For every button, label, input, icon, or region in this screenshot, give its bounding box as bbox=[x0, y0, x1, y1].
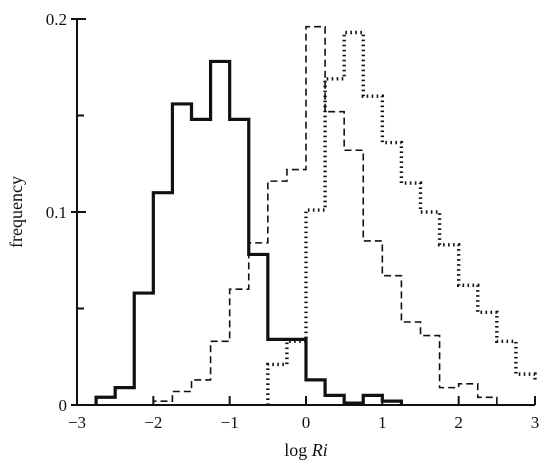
x-tick-label: 0 bbox=[302, 413, 311, 432]
y-tick-label: 0.2 bbox=[46, 10, 67, 29]
series-layer bbox=[94, 25, 537, 405]
x-axis-title-variable: Ri bbox=[311, 440, 328, 460]
tick-labels: −3 −2 −1 0 1 2 3 0 0.1 0.2 bbox=[46, 10, 540, 432]
y-axis-title: frequency bbox=[6, 176, 26, 248]
x-tick-label: −3 bbox=[68, 413, 86, 432]
x-tick-label: 3 bbox=[531, 413, 540, 432]
x-tick-label: 2 bbox=[454, 413, 463, 432]
x-tick-label: −2 bbox=[144, 413, 162, 432]
x-axis-title: log Ri bbox=[284, 440, 328, 460]
x-tick-label: −1 bbox=[221, 413, 239, 432]
axis-ticks bbox=[71, 18, 536, 406]
y-tick-label: 0 bbox=[59, 396, 68, 415]
x-tick-label: 1 bbox=[378, 413, 387, 432]
series-dotted-line bbox=[266, 30, 537, 405]
series-solid-line bbox=[94, 59, 404, 405]
x-axis-title-prefix: log bbox=[284, 440, 312, 460]
series-dashed-line bbox=[152, 25, 498, 405]
y-tick-label: 0.1 bbox=[46, 203, 67, 222]
